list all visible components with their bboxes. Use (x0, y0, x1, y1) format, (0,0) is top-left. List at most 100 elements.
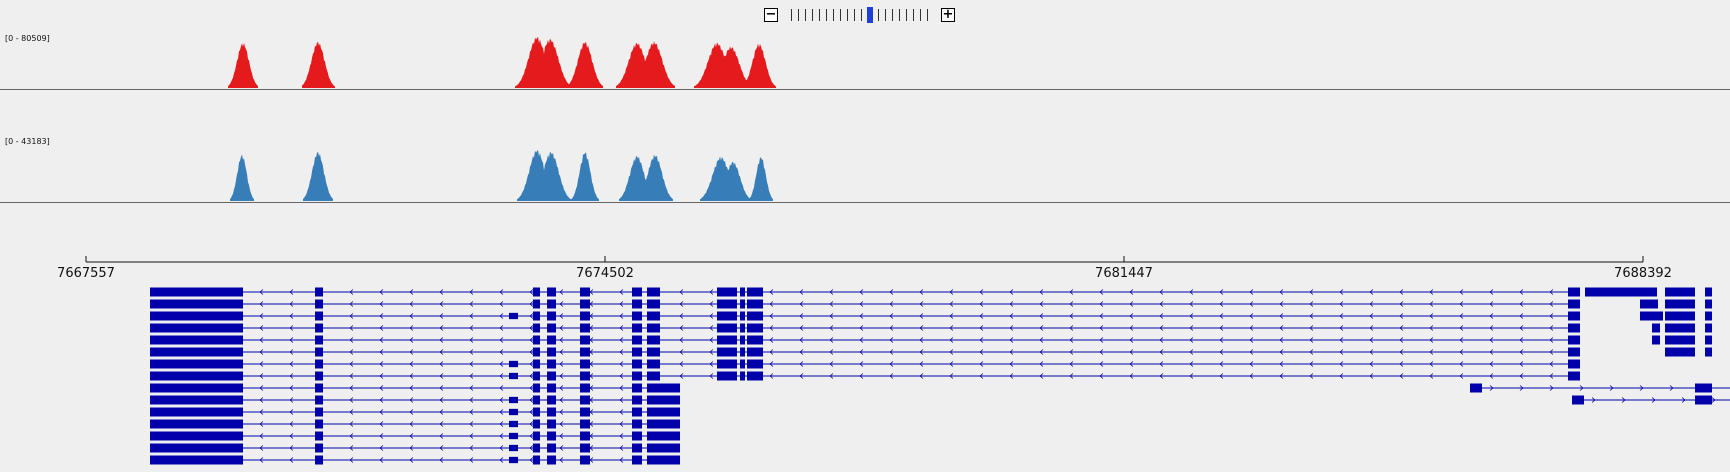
zoom-level-tick[interactable] (819, 9, 820, 21)
exon (740, 347, 745, 357)
zoom-level-tick[interactable] (805, 9, 806, 21)
exon (717, 299, 737, 309)
zoom-level-tick[interactable] (798, 9, 799, 21)
strand-arrow (1189, 349, 1194, 355)
strand-arrow (1309, 301, 1314, 307)
zoom-level-tick[interactable] (892, 9, 893, 21)
exon (533, 455, 540, 465)
strand-arrow (1249, 325, 1254, 331)
exon (632, 455, 642, 465)
strand-arrow (499, 325, 504, 331)
zoom-level-tick[interactable] (854, 9, 855, 21)
strand-arrow (979, 337, 984, 343)
strand-arrow (529, 349, 534, 355)
zoom-level-tick[interactable] (927, 9, 928, 21)
strand-arrow (379, 289, 384, 295)
strand-arrow (469, 397, 474, 403)
zoom-out-button[interactable]: − (764, 7, 778, 22)
strand-arrow (769, 325, 774, 331)
zoom-level-tick[interactable] (791, 9, 792, 21)
exon (150, 335, 243, 345)
strand-arrow (1339, 301, 1344, 307)
strand-arrow (799, 289, 804, 295)
exon (1640, 311, 1663, 321)
strand-arrow (919, 337, 924, 343)
strand-arrow (889, 337, 894, 343)
strand-arrow (1519, 325, 1524, 331)
strand-arrow (289, 373, 294, 379)
exon (1568, 359, 1580, 369)
zoom-in-button[interactable]: + (941, 7, 955, 22)
exon (509, 420, 518, 428)
exon (1470, 383, 1482, 393)
exon (1695, 395, 1712, 405)
zoom-widget: − + (764, 6, 955, 24)
strand-arrow (559, 301, 564, 307)
strand-arrow (1279, 337, 1284, 343)
strand-arrow (469, 457, 474, 463)
zoom-level-tick[interactable] (885, 9, 886, 21)
ruler-tick-label: 7688392 (1614, 266, 1672, 281)
zoom-level-tick[interactable] (833, 9, 834, 21)
strand-arrow (979, 325, 984, 331)
zoom-level-tick[interactable] (867, 7, 873, 23)
zoom-level-tick[interactable] (847, 9, 848, 21)
strand-arrow (259, 421, 264, 427)
zoom-level-tick[interactable] (878, 9, 879, 21)
strand-arrow (709, 289, 714, 295)
strand-arrow (379, 457, 384, 463)
strand-arrow (949, 325, 954, 331)
strand-arrow (409, 445, 414, 451)
strand-arrow (1069, 349, 1074, 355)
strand-arrow (859, 289, 864, 295)
exon (655, 431, 680, 441)
zoom-level-tick[interactable] (906, 9, 907, 21)
strand-arrow (1399, 325, 1404, 331)
exon (580, 383, 590, 393)
gene-track[interactable] (0, 285, 1730, 465)
exon (547, 299, 556, 309)
exon (533, 443, 540, 453)
zoom-level-tick[interactable] (840, 9, 841, 21)
strand-arrow (1069, 373, 1074, 379)
exon (580, 443, 590, 453)
strand-arrow (619, 301, 624, 307)
exon (632, 395, 642, 405)
strand-arrow (259, 361, 264, 367)
exon (740, 287, 745, 297)
zoom-level-tick[interactable] (826, 9, 827, 21)
strand-arrow (439, 421, 444, 427)
exon (315, 383, 323, 393)
exon (580, 335, 590, 345)
zoom-level-tick[interactable] (920, 9, 921, 21)
strand-arrow (799, 337, 804, 343)
zoom-level-tick[interactable] (812, 9, 813, 21)
exon (315, 407, 323, 417)
strand-arrow (979, 349, 984, 355)
exon (580, 431, 590, 441)
strand-arrow (559, 433, 564, 439)
strand-arrow (559, 457, 564, 463)
strand-arrow (709, 349, 714, 355)
exon (632, 383, 642, 393)
strand-arrow (1039, 289, 1044, 295)
strand-arrow (469, 409, 474, 415)
zoom-level-tick[interactable] (913, 9, 914, 21)
zoom-level-tick[interactable] (861, 9, 862, 21)
strand-arrow (1009, 373, 1014, 379)
strand-arrow (469, 313, 474, 319)
coverage-track-1: [0 - 80509] (0, 0, 1730, 90)
exon (647, 359, 660, 369)
exon (1705, 335, 1712, 345)
zoom-level-slider[interactable] (788, 7, 931, 23)
zoom-level-tick[interactable] (899, 9, 900, 21)
strand-arrow (409, 337, 414, 343)
strand-arrow (1219, 325, 1224, 331)
strand-arrow (859, 337, 864, 343)
strand-arrow (1399, 373, 1404, 379)
coverage-peak (228, 42, 258, 88)
strand-arrow (1279, 313, 1284, 319)
strand-arrow (1069, 361, 1074, 367)
strand-arrow (1549, 361, 1554, 367)
coverage-peak (302, 41, 335, 88)
